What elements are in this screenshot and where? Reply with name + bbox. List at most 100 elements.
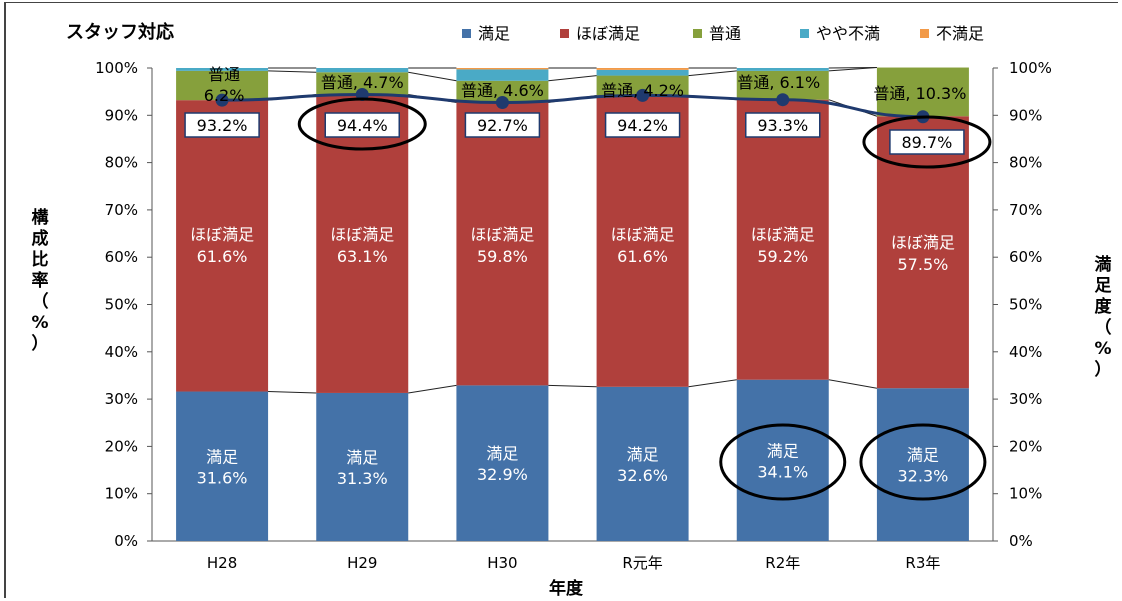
y-tick-label-left: 60% [105,248,138,266]
highlight-circle-rate [862,115,992,169]
legend-label: 普通 [709,24,741,43]
bar-segment [316,392,409,541]
bar-segment [176,68,269,71]
label-manzoku-line: 32.3% [898,467,949,486]
bar-segment [316,68,409,73]
y-tick-label-right: 70% [1009,201,1042,219]
label-futsu: 普通, 4.7% [321,73,404,92]
bar-segment [736,68,829,71]
y-tick-label-right: 80% [1009,154,1042,172]
rate-label: 89.7% [902,133,953,152]
bars [176,67,969,541]
axes: 0% 0% 10% 10% 20% 20% 30% 30% 40% 40% 50% 50% 60% 60%… [95,59,1052,572]
x-category-label: R3年 [905,554,940,572]
label-hobo: ほぼ満足 57.5% [891,233,955,274]
label-manzoku-line: 31.6% [197,468,248,487]
y-tick-label-right: 100% [1009,59,1052,77]
axis-title-char: 構 [32,207,49,228]
rate-label: 93.2% [197,116,248,135]
satisfaction-point [215,93,229,107]
label-hobo: ほぼ満足 61.6% [611,225,675,266]
legend-label: 不満足 [936,24,984,43]
connector-futsu [408,71,457,82]
satisfaction-point [495,96,509,110]
connector-manzoku [408,384,457,394]
axis-title-char: 率 [32,270,49,291]
label-hobo-line: 61.6% [617,247,668,266]
label-hobo: ほぼ満足 61.6% [190,225,254,266]
label-manzoku-line: 34.1% [757,462,808,481]
x-category-label: H28 [207,554,237,572]
satisfaction-line-path [222,92,923,119]
axis-title-char: 満 [1095,254,1112,275]
y-tick-label-right: 0% [1009,532,1033,550]
axis-title-char: % [31,313,48,333]
label-hobo-line: 59.8% [477,247,528,266]
label-hobo-line: 59.2% [757,247,808,266]
axis-title-char: （ [1095,317,1112,338]
y-tick-label-right: 40% [1009,343,1042,361]
rate-label-box [464,112,541,138]
bar-segment [456,80,549,103]
bar-segment [456,102,549,386]
legend-swatch [920,29,929,38]
label-manzoku-line: 満足 [206,447,238,466]
label-futsu-line: 普通 [208,65,240,84]
label-hobo-line: 57.5% [898,255,949,274]
rate-label: 94.2% [617,116,668,135]
bar-segment [876,388,969,541]
bar-segment [876,116,969,389]
axis-title-char: 比 [32,249,49,270]
label-manzoku-line: 満足 [907,446,939,465]
axis-title-char: 足 [1095,276,1112,296]
x-category-label: H29 [347,554,377,572]
legend-swatch [560,29,569,38]
bar-segment [176,391,269,541]
y-tick-label-left: 50% [105,296,138,314]
rate-label-box [604,112,681,138]
label-manzoku: 満足 32.6% [617,445,668,485]
x-category-label: H30 [487,554,517,572]
label-hobo-line: 63.1% [337,247,388,266]
highlight-circle-manzoku [719,423,847,501]
rate-label: 93.3% [757,116,808,135]
bar-segment [176,100,269,392]
y-axis-right-title: 満足度（%） [1094,254,1112,380]
satisfaction-point [636,88,650,102]
label-hobo: ほぼ満足 59.2% [751,225,815,266]
bar-segment [596,75,689,96]
legend-swatch [462,29,471,38]
axis-title-char: 度 [1095,296,1113,317]
y-tick-label-left: 20% [105,437,138,455]
y-tick-label-right: 30% [1009,390,1042,408]
label-hobo-line: ほぼ満足 [611,225,675,244]
y-tick-label-left: 10% [105,485,138,503]
y-tick-label-right: 60% [1009,248,1042,266]
axis-title-char: % [1094,339,1111,359]
label-manzoku: 満足 34.1% [757,441,808,481]
label-futsu-line: 6.2% [204,86,245,105]
bar-segment [876,67,969,117]
bar-segment [316,72,409,95]
bar-segment [456,68,549,70]
label-futsu: 普通 6.2% [204,65,245,105]
label-manzoku-line: 満足 [346,448,378,467]
connector-futsu [688,70,737,77]
bar-segment [596,386,689,541]
label-manzoku-line: 32.6% [617,466,668,485]
y-tick-label-left: 80% [105,154,138,172]
x-axis-title: 年度 [549,578,584,599]
y-tick-label-right: 10% [1009,485,1042,503]
axis-title-char: ） [1095,359,1112,380]
rate-label: 94.4% [337,116,388,135]
legend-swatch [800,29,809,38]
bar-segment [456,69,549,81]
label-manzoku-line: 満足 [767,441,799,460]
connector-manzoku [688,379,737,388]
bar-segment [596,68,689,70]
y-axis-left-title: 構成比率（%） [31,207,48,354]
y-tick-label-left: 70% [105,201,138,219]
bar-segment [596,69,689,76]
rate-label-box [184,112,260,138]
label-manzoku-line: 31.3% [337,469,388,488]
